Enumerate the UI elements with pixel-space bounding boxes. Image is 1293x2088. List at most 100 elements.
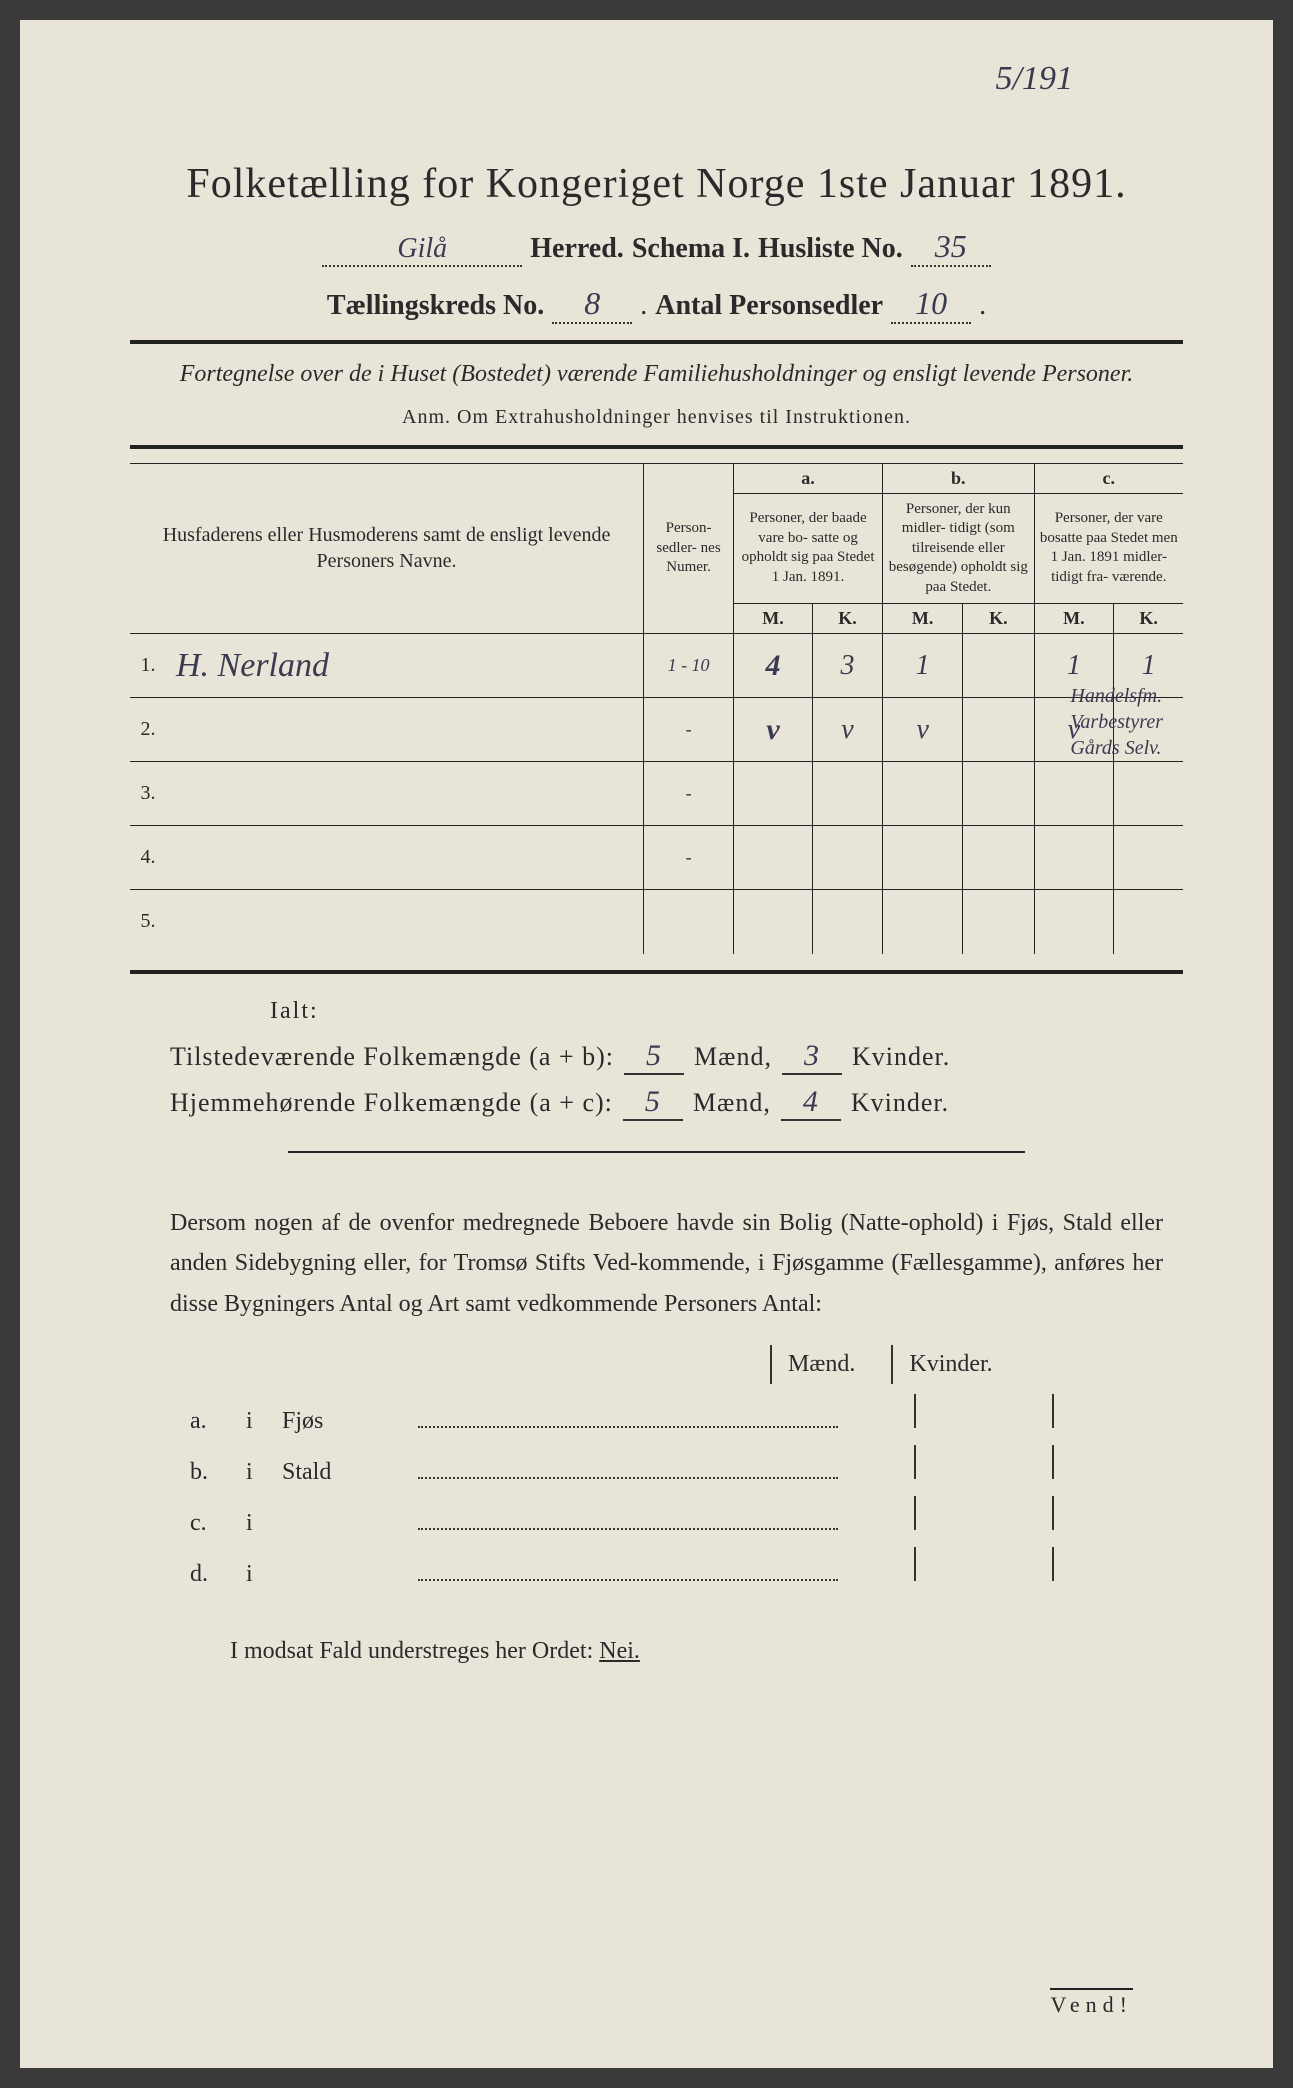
total-present: Tilstedeværende Folkemængde (a + b): 5 M… xyxy=(170,1039,1183,1075)
building-type: Fjøs xyxy=(282,1408,402,1435)
b-m-cell: v xyxy=(883,698,963,762)
c-m-cell xyxy=(1034,826,1114,890)
row-number: 3. xyxy=(130,762,166,826)
building-row: a. i Fjøs xyxy=(190,1394,1183,1435)
separator xyxy=(1052,1547,1054,1581)
b-m: M. xyxy=(883,604,963,634)
kreds-label: Tællingskreds No. xyxy=(327,290,544,322)
col-numer-header: Person- sedler- nes Numer. xyxy=(644,463,734,634)
a-k-cell: 3 xyxy=(812,634,882,698)
a-m-cell xyxy=(734,890,813,954)
col-a-desc: Personer, der baade vare bo- satte og op… xyxy=(734,493,883,604)
rule xyxy=(130,445,1183,449)
table-row: 1.H. Nerland1 - 1043111 xyxy=(130,634,1183,698)
numer-cell: 1 - 10 xyxy=(644,634,734,698)
separator xyxy=(914,1394,916,1428)
census-table: Husfaderens eller Husmoderens samt de en… xyxy=(130,463,1183,954)
c-k-cell xyxy=(1114,826,1183,890)
b-k-cell xyxy=(963,634,1034,698)
a-k: K. xyxy=(812,604,882,634)
numer-cell: - xyxy=(644,826,734,890)
building-row: b.iStald xyxy=(190,1445,1183,1486)
b-k-cell xyxy=(963,698,1034,762)
present-m: 5 xyxy=(624,1039,684,1075)
building-label: c. xyxy=(190,1510,230,1537)
col-names-header: Husfaderens eller Husmoderens samt de en… xyxy=(130,463,644,634)
vend-label: Vend! xyxy=(1050,1988,1133,2018)
rule xyxy=(288,1151,1025,1153)
b-k: K. xyxy=(963,604,1034,634)
home-k: 4 xyxy=(781,1085,841,1121)
separator xyxy=(914,1445,916,1479)
c-m-cell xyxy=(1034,890,1114,954)
a-k-cell xyxy=(812,890,882,954)
building-i: i xyxy=(246,1510,266,1537)
a-m-cell xyxy=(734,762,813,826)
rule xyxy=(130,340,1183,344)
a-m: M. xyxy=(734,604,813,634)
present-k: 3 xyxy=(782,1039,842,1075)
form-annotation: Anm. Om Extrahusholdninger henvises til … xyxy=(130,406,1183,429)
home-m: 5 xyxy=(623,1085,683,1121)
nei-word: Nei. xyxy=(599,1638,640,1664)
separator xyxy=(914,1547,916,1581)
b-m-cell xyxy=(883,826,963,890)
building-row: c. i xyxy=(190,1496,1183,1537)
header-line-1: Gilå Herred. Schema I. Husliste No. 35 xyxy=(130,228,1183,267)
footer-line: I modsat Fald understreges her Ordet: Ne… xyxy=(230,1638,1183,1665)
husliste-value: 35 xyxy=(911,228,991,267)
numer-cell xyxy=(644,890,734,954)
c-k-cell xyxy=(1114,762,1183,826)
table-row: 3. - xyxy=(130,762,1183,826)
b-m-cell: 1 xyxy=(883,634,963,698)
c-k-cell xyxy=(1114,890,1183,954)
person-name: H. Nerland xyxy=(176,647,329,684)
census-form-page: 5/191 Folketælling for Kongeriget Norge … xyxy=(20,20,1273,2068)
building-label: a. xyxy=(190,1408,230,1435)
c-k: K. xyxy=(1114,604,1183,634)
a-m-cell: v xyxy=(734,698,813,762)
b-k-cell xyxy=(963,762,1034,826)
rule xyxy=(130,970,1183,974)
b-m-cell xyxy=(883,762,963,826)
form-title: Folketælling for Kongeriget Norge 1ste J… xyxy=(130,160,1183,208)
separator xyxy=(1052,1496,1054,1530)
kreds-value: 8 xyxy=(552,285,632,324)
herred-value: Gilå xyxy=(322,233,522,267)
a-m-cell: 4 xyxy=(734,634,813,698)
separator xyxy=(1052,1445,1054,1479)
antal-value: 10 xyxy=(891,285,971,324)
c-m: M. xyxy=(1034,604,1114,634)
building-row: d. i xyxy=(190,1547,1183,1588)
mk-header: Mænd. Kvinder. xyxy=(770,1345,1183,1384)
dotted-line xyxy=(418,1475,838,1479)
b-m-cell xyxy=(883,890,963,954)
building-i: i xyxy=(246,1561,266,1588)
building-label: b. xyxy=(190,1459,230,1486)
dotted-line xyxy=(418,1526,838,1530)
table-row: 5. xyxy=(130,890,1183,954)
building-label: d. xyxy=(190,1561,230,1588)
building-type: Stald xyxy=(282,1459,402,1486)
col-a-label: a. xyxy=(734,463,883,493)
header-line-2: Tællingskreds No. 8 . Antal Personsedler… xyxy=(130,285,1183,324)
building-i: i xyxy=(246,1408,266,1435)
col-c-label: c. xyxy=(1034,463,1183,493)
building-paragraph: Dersom nogen af de ovenfor medregnede Be… xyxy=(170,1203,1163,1325)
schema-label: Schema I. xyxy=(632,233,750,265)
numer-cell: - xyxy=(644,762,734,826)
herred-label: Herred. xyxy=(530,233,624,265)
row-number: 5. xyxy=(130,890,166,954)
antal-label: Antal Personsedler xyxy=(655,290,883,322)
col-b-desc: Personer, der kun midler- tidigt (som ti… xyxy=(883,493,1035,604)
a-k-cell xyxy=(812,762,882,826)
table-row: 4.- xyxy=(130,826,1183,890)
margin-note: Handelsfm. Varbestyrer Gårds Selv. xyxy=(1070,683,1163,761)
a-m-cell xyxy=(734,826,813,890)
c-m-cell xyxy=(1034,762,1114,826)
a-k-cell xyxy=(812,826,882,890)
form-subtitle: Fortegnelse over de i Huset (Bostedet) v… xyxy=(170,358,1143,392)
b-k-cell xyxy=(963,826,1034,890)
separator xyxy=(1052,1394,1054,1428)
husliste-label: Husliste No. xyxy=(758,233,903,265)
